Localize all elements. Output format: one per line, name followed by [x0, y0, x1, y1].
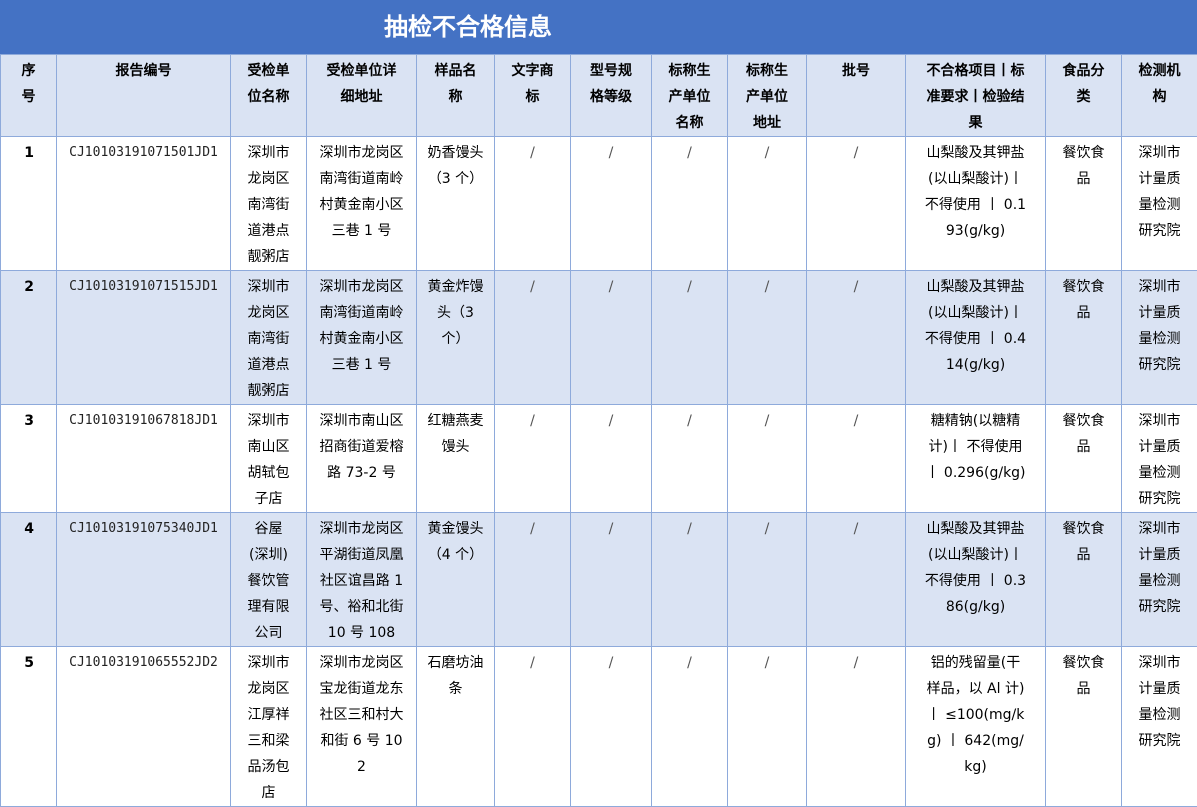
cell-no: 4 — [1, 513, 57, 647]
cell-manufacturer-address: / — [728, 137, 807, 271]
cell-batch-number: / — [807, 137, 906, 271]
cell-inspected-unit-address: 深圳市龙岗区宝龙街道龙东社区三和村大和街 6 号 102 — [307, 647, 417, 807]
column-header-no: 序号 — [1, 55, 57, 137]
cell-manufacturer-name: / — [652, 137, 728, 271]
cell-brand: / — [495, 513, 571, 647]
cell-nonconformity-result: 山梨酸及其钾盐(以山梨酸计)丨 不得使用 丨 0.193(g/kg) — [906, 137, 1046, 271]
cell-brand: / — [495, 647, 571, 807]
cell-no: 2 — [1, 271, 57, 405]
cell-nonconformity-result: 铝的残留量(干样品，以 Al 计)丨 ≤100(mg/kg) 丨 642(mg/… — [906, 647, 1046, 807]
cell-brand: / — [495, 271, 571, 405]
cell-inspected-unit-name: 谷屋(深圳)餐饮管理有限公司 — [231, 513, 307, 647]
cell-spec-grade: / — [571, 405, 652, 513]
cell-manufacturer-name: / — [652, 271, 728, 405]
column-header-sample-name: 样品名称 — [417, 55, 495, 137]
cell-report-number: CJ10103191075340JD1 — [57, 513, 231, 647]
cell-report-number: CJ10103191067818JD1 — [57, 405, 231, 513]
cell-inspected-unit-name: 深圳市龙岗区江厚祥三和梁品汤包店 — [231, 647, 307, 807]
cell-brand: / — [495, 405, 571, 513]
cell-nonconformity-result: 山梨酸及其钾盐(以山梨酸计)丨 不得使用 丨 0.414(g/kg) — [906, 271, 1046, 405]
cell-inspected-unit-address: 深圳市南山区招商街道爱榕路 73-2 号 — [307, 405, 417, 513]
column-header-manufacturer-name: 标称生产单位名称 — [652, 55, 728, 137]
column-header-food-category: 食品分类 — [1046, 55, 1122, 137]
cell-brand: / — [495, 137, 571, 271]
cell-spec-grade: / — [571, 137, 652, 271]
cell-testing-lab: 深圳市计量质量检测研究院 — [1122, 271, 1197, 405]
cell-batch-number: / — [807, 647, 906, 807]
cell-inspected-unit-name: 深圳市南山区胡轼包子店 — [231, 405, 307, 513]
column-header-testing-lab: 检测机构 — [1122, 55, 1197, 137]
cell-testing-lab: 深圳市计量质量检测研究院 — [1122, 405, 1197, 513]
cell-testing-lab: 深圳市计量质量检测研究院 — [1122, 137, 1197, 271]
column-header-brand: 文字商标 — [495, 55, 571, 137]
cell-report-number: CJ10103191071501JD1 — [57, 137, 231, 271]
cell-inspected-unit-address: 深圳市龙岗区南湾街道南岭村黄金南小区三巷 1 号 — [307, 137, 417, 271]
cell-testing-lab: 深圳市计量质量检测研究院 — [1122, 513, 1197, 647]
cell-manufacturer-address: / — [728, 271, 807, 405]
cell-report-number: CJ10103191065552JD2 — [57, 647, 231, 807]
column-header-nonconformity-result: 不合格项目丨标准要求丨检验结果 — [906, 55, 1046, 137]
cell-sample-name: 红糖燕麦馒头 — [417, 405, 495, 513]
cell-report-number: CJ10103191071515JD1 — [57, 271, 231, 405]
cell-no: 5 — [1, 647, 57, 807]
cell-nonconformity-result: 山梨酸及其钾盐(以山梨酸计)丨 不得使用 丨 0.386(g/kg) — [906, 513, 1046, 647]
page-title: 抽检不合格信息 — [0, 0, 1197, 54]
cell-no: 1 — [1, 137, 57, 271]
cell-spec-grade: / — [571, 647, 652, 807]
cell-batch-number: / — [807, 513, 906, 647]
cell-sample-name: 奶香馒头（3 个） — [417, 137, 495, 271]
cell-manufacturer-address: / — [728, 405, 807, 513]
cell-spec-grade: / — [571, 271, 652, 405]
column-header-manufacturer-address: 标称生产单位地址 — [728, 55, 807, 137]
cell-manufacturer-name: / — [652, 513, 728, 647]
cell-batch-number: / — [807, 405, 906, 513]
cell-inspected-unit-name: 深圳市龙岗区南湾街道港点靓粥店 — [231, 137, 307, 271]
cell-inspected-unit-address: 深圳市龙岗区南湾街道南岭村黄金南小区三巷 1 号 — [307, 271, 417, 405]
cell-manufacturer-address: / — [728, 647, 807, 807]
cell-no: 3 — [1, 405, 57, 513]
column-header-inspected-unit-name: 受检单位名称 — [231, 55, 307, 137]
cell-food-category: 餐饮食品 — [1046, 405, 1122, 513]
cell-food-category: 餐饮食品 — [1046, 137, 1122, 271]
column-header-spec-grade: 型号规格等级 — [571, 55, 652, 137]
column-header-report-number: 报告编号 — [57, 55, 231, 137]
cell-food-category: 餐饮食品 — [1046, 513, 1122, 647]
column-header-batch-number: 批号 — [807, 55, 906, 137]
header-row: 序号报告编号受检单位名称受检单位详细地址样品名称文字商标型号规格等级标称生产单位… — [1, 55, 1197, 137]
cell-inspected-unit-address: 深圳市龙岗区平湖街道凤凰社区谊昌路 1 号、裕和北街 10 号 108 — [307, 513, 417, 647]
cell-manufacturer-address: / — [728, 513, 807, 647]
cell-sample-name: 黄金炸馒头（3 个） — [417, 271, 495, 405]
cell-inspected-unit-name: 深圳市龙岗区南湾街道港点靓粥店 — [231, 271, 307, 405]
nonconformity-table: 序号报告编号受检单位名称受检单位详细地址样品名称文字商标型号规格等级标称生产单位… — [0, 54, 1197, 807]
cell-nonconformity-result: 糖精钠(以糖精计)丨 不得使用 丨 0.296(g/kg) — [906, 405, 1046, 513]
cell-sample-name: 石磨坊油条 — [417, 647, 495, 807]
cell-manufacturer-name: / — [652, 647, 728, 807]
cell-food-category: 餐饮食品 — [1046, 271, 1122, 405]
cell-batch-number: / — [807, 271, 906, 405]
column-header-inspected-unit-address: 受检单位详细地址 — [307, 55, 417, 137]
cell-testing-lab: 深圳市计量质量检测研究院 — [1122, 647, 1197, 807]
cell-food-category: 餐饮食品 — [1046, 647, 1122, 807]
cell-manufacturer-name: / — [652, 405, 728, 513]
cell-spec-grade: / — [571, 513, 652, 647]
cell-sample-name: 黄金馒头（4 个） — [417, 513, 495, 647]
